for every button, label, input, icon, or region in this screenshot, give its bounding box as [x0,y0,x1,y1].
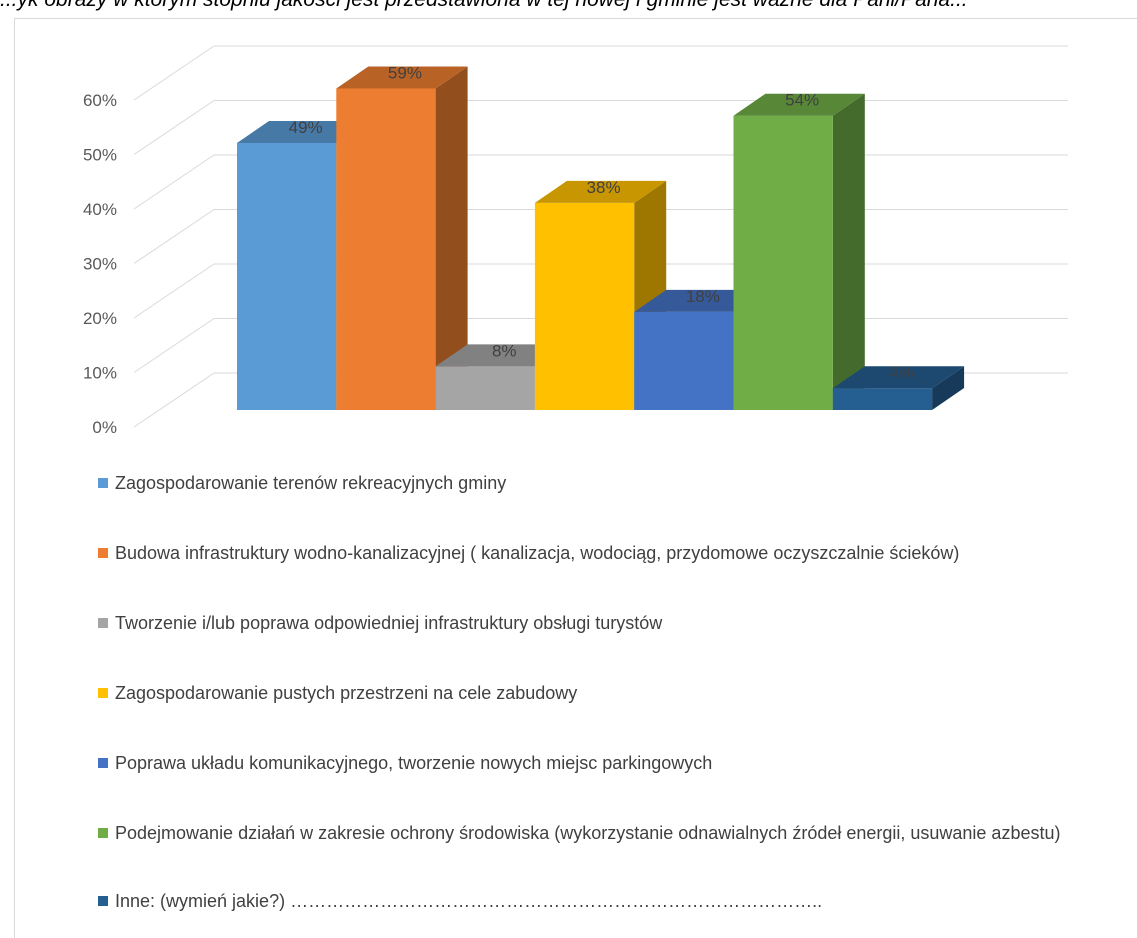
legend-label: Tworzenie i/lub poprawa odpowiedniej inf… [115,613,663,633]
y-tick-label: 50% [83,146,117,165]
data-label: 38% [587,178,621,197]
y-tick-label: 30% [83,255,117,274]
bar-top [733,93,865,116]
gridline-side [133,372,215,428]
legend-swatch [98,896,108,906]
bar-side [932,366,965,410]
gridline-side [133,209,215,264]
y-tick-label: 60% [83,91,117,110]
legend-swatch [98,828,108,838]
bar-front [534,202,635,410]
chart-frame [14,18,1137,938]
legend-label: Inne: (wymień jakie?) ………………………………………………… [115,891,823,911]
gridline-side [133,318,215,373]
bar-side [435,66,468,410]
legend-label: Poprawa układu komunikacyjnego, tworzeni… [115,753,713,773]
legend-swatch [98,548,108,558]
data-label: 54% [785,91,819,110]
legend-swatch [98,688,108,698]
bar-top [634,289,766,312]
bar-front [832,388,933,410]
y-tick-label: 0% [92,418,117,437]
legend-swatch [98,758,108,768]
bar-top [237,120,369,143]
bar-front [733,115,833,410]
bar-7 [832,366,965,410]
bar-2 [336,66,468,410]
legend-label: Zagospodarowanie pustych przestrzeni na … [115,683,578,703]
legend-item: Budowa infrastruktury wodno-kanalizacyjn… [98,540,1075,566]
legend-swatch [98,478,108,488]
y-tick-label: 20% [83,309,117,328]
bar-front [634,311,734,410]
gridline-side [133,263,215,319]
bar-chart-3d: 0% 10% 20% 30% 40% 50% 60% 49% 59% 8% 38% 18% 54% 4% [83,45,1068,437]
bar-top [336,66,468,89]
data-label: 4% [889,363,914,382]
cut-off-header-text: ...yk obrazy w którym stopniu jakości je… [0,0,1137,12]
bar-top [534,180,667,203]
legend-item: Zagospodarowanie pustych przestrzeni na … [98,680,1075,706]
legend-swatch [98,618,108,628]
gridline-side [133,154,215,210]
legend-label: Podejmowanie działań w zakresie ochrony … [115,823,1061,843]
bar-front [435,366,535,410]
bar-6 [733,93,865,410]
legend-item: Inne: (wymień jakie?) ………………………………………………… [98,888,1075,914]
bar-4 [534,180,667,410]
legend-label: Zagospodarowanie terenów rekreacyjnych g… [115,473,507,493]
bar-top [435,344,567,367]
bar-front [336,88,436,410]
y-tick-label: 10% [83,364,117,383]
legend-item: Poprawa układu komunikacyjnego, tworzeni… [98,750,1075,776]
data-label: 8% [492,341,517,360]
y-tick-label: 40% [83,200,117,219]
data-label: 49% [289,118,323,137]
legend-item: Tworzenie i/lub poprawa odpowiedniej inf… [98,610,1075,636]
bar-top [832,366,965,389]
bar-front [237,142,337,410]
legend-item: Zagospodarowanie terenów rekreacyjnych g… [98,470,1075,496]
data-label: 18% [686,287,720,306]
gridline-side [133,45,215,101]
bar-side [832,93,865,410]
legend-label: Budowa infrastruktury wodno-kanalizacyjn… [115,543,960,563]
data-label: 59% [388,63,422,82]
gridline-side [133,100,215,155]
legend-item: Podejmowanie działań w zakresie ochrony … [98,820,1075,846]
